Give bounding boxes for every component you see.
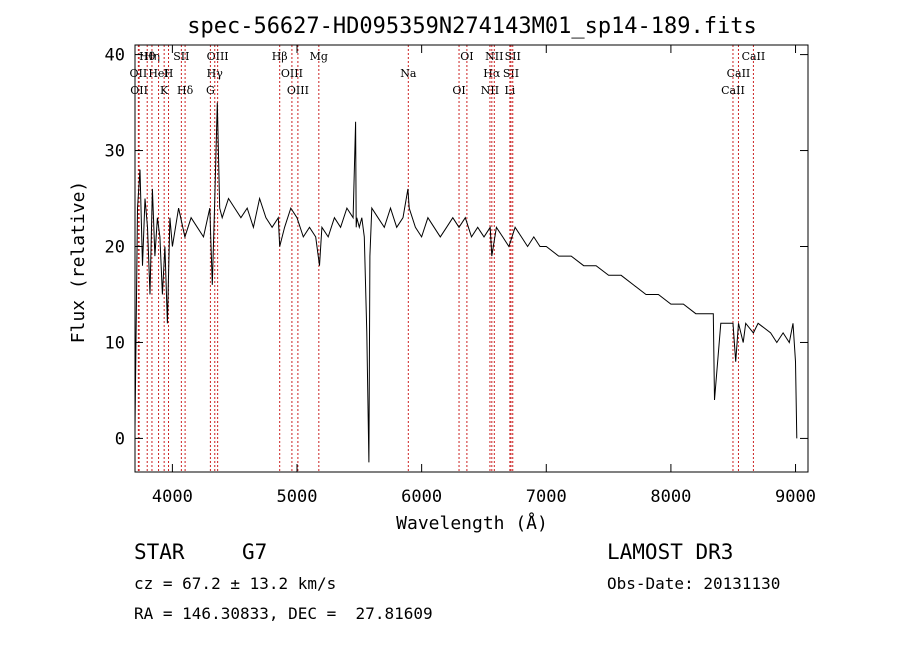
observation-date: Obs-Date: 20131130 <box>607 574 781 593</box>
spectral-line-label: OIII <box>207 50 229 63</box>
spectral-line-label: OI <box>452 84 465 97</box>
plot-frame <box>134 44 809 473</box>
flux-series-line <box>134 102 798 463</box>
x-tick-label: 4000 <box>152 487 193 507</box>
spectral-line-label: CaII <box>727 67 751 80</box>
x-tick-label: 7000 <box>526 487 567 507</box>
spectral-line-label: Na <box>400 67 417 80</box>
x-axis-label: Wavelength (Å) <box>396 512 548 534</box>
spectral-line-label: H <box>164 67 174 80</box>
spectral-line-label: OI <box>460 50 473 63</box>
spectral-line-label: Hβ <box>272 50 288 63</box>
object-subclass: G7 <box>242 540 268 564</box>
spectral-line-label: Mg <box>310 50 328 63</box>
y-tick-label: 40 <box>105 46 125 66</box>
spectral-line-label: OII <box>130 67 148 80</box>
spectral-line-label: OIII <box>287 84 309 97</box>
spectral-line-label: SII <box>505 50 521 63</box>
spectral-line-label: Li <box>504 84 515 97</box>
x-tick-label: 8000 <box>650 487 691 507</box>
x-tick-label: 6000 <box>401 487 442 507</box>
spectral-line-label: Hη <box>144 50 160 63</box>
chart-title: spec-56627-HD095359N274143M01_sp14-189.f… <box>187 14 757 39</box>
redshift-velocity: cz = 67.2 ± 13.2 km/s <box>134 574 337 593</box>
spectral-line-label: Hα <box>483 67 501 80</box>
spectral-line-label: Hγ <box>207 67 224 80</box>
spectral-line-label: Hδ <box>177 84 194 97</box>
y-tick-label: 0 <box>115 429 125 449</box>
axes: 4000 5000 6000 7000 8000 9000 0 10 20 30 40 <box>105 45 816 507</box>
spectral-line-label: OIII <box>281 67 303 80</box>
spectral-line-label: SII <box>173 50 189 63</box>
object-class: STAR <box>134 540 185 564</box>
spectral-line-label: SII <box>503 67 519 80</box>
spectral-line-label: NII <box>485 50 503 63</box>
x-tick-label: 9000 <box>775 487 816 507</box>
y-axis-label: Flux (relative) <box>68 181 89 344</box>
spectral-line-label: G <box>206 84 215 97</box>
spectral-line-markers: HθOIIOIIHηHeIKSIIHHδOIIIHγGHβOIIIOIIIMgN… <box>130 45 766 472</box>
spectral-line-label: OII <box>130 84 148 97</box>
y-tick-label: 30 <box>105 142 125 162</box>
x-tick-label: 5000 <box>277 487 318 507</box>
spectral-line-label: CaII <box>742 50 766 63</box>
spectral-line-label: CaII <box>721 84 745 97</box>
spectral-line-label: K <box>160 84 169 97</box>
sky-coordinates: RA = 146.30833, DEC = 27.81609 <box>134 604 433 623</box>
y-tick-label: 20 <box>105 238 125 258</box>
spectral-line-label: NII <box>481 84 499 97</box>
survey-name: LAMOST DR3 <box>607 540 734 564</box>
y-tick-label: 10 <box>105 333 125 353</box>
